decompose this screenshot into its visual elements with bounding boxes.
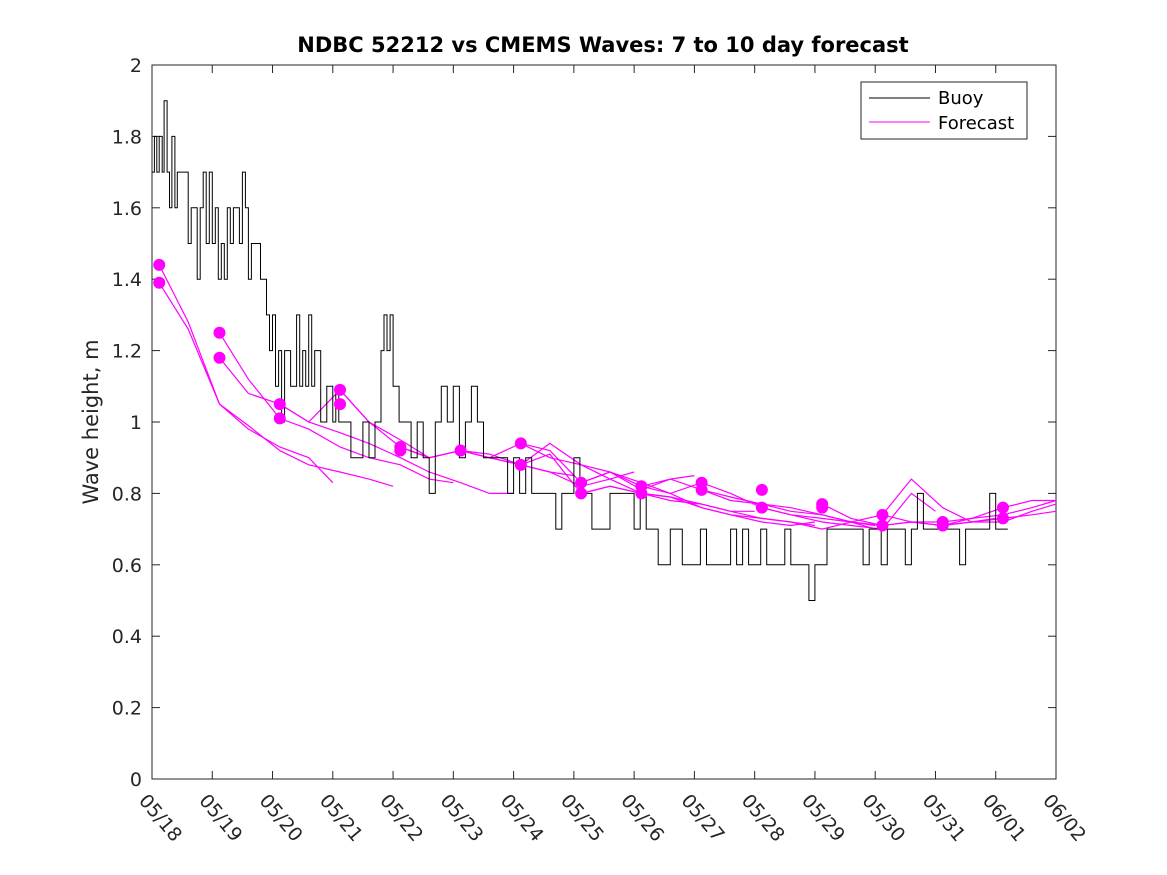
forecast-series-line	[580, 471, 876, 530]
forecast-series-line	[219, 357, 514, 494]
x-tick-label: 06/01	[978, 790, 1030, 846]
legend-box	[860, 81, 1028, 140]
forecast-marker	[273, 412, 286, 425]
axes-box	[151, 64, 1057, 780]
forecast-marker	[936, 519, 949, 532]
x-tick-label: 06/02	[1038, 790, 1090, 846]
forecast-marker	[996, 501, 1009, 514]
x-tick-label: 05/21	[315, 790, 367, 846]
x-tick-label: 05/19	[194, 790, 246, 846]
forecast-marker	[816, 501, 829, 514]
forecast-marker	[755, 483, 768, 496]
x-tick-label: 05/20	[255, 790, 307, 846]
forecast-series-line	[158, 264, 334, 484]
forecast-series-line	[400, 442, 695, 487]
forecast-marker	[575, 487, 588, 500]
forecast-marker	[876, 508, 889, 521]
x-tick-label: 05/28	[737, 790, 789, 846]
x-tick-label: 05/31	[918, 790, 970, 846]
y-tick-label: 0.2	[112, 698, 142, 720]
x-tick-label: 05/18	[134, 790, 186, 846]
x-tick-label: 05/25	[556, 790, 608, 846]
forecast-series-line	[218, 332, 454, 484]
forecast-marker	[273, 398, 286, 411]
x-tick-label: 05/29	[797, 790, 849, 846]
forecast-marker	[996, 512, 1009, 525]
forecast-marker	[635, 487, 648, 500]
x-tick-label: 05/24	[496, 790, 548, 846]
y-tick-label: 0.8	[112, 483, 142, 505]
forecast-marker	[213, 326, 226, 339]
forecast-series-line	[520, 442, 815, 527]
forecast-marker	[153, 258, 166, 271]
x-tick-label: 05/22	[375, 790, 427, 846]
forecast-series-line	[339, 389, 635, 487]
forecast-marker	[755, 501, 768, 514]
forecast-marker	[334, 383, 347, 396]
forecast-series-line	[882, 499, 1056, 523]
x-tick-label: 05/26	[616, 790, 668, 846]
x-tick-label: 05/30	[857, 790, 909, 846]
y-tick-label: 0.4	[112, 626, 142, 648]
forecast-marker	[514, 458, 527, 471]
y-tick-label: 1.6	[112, 198, 142, 220]
forecast-series-line	[460, 442, 755, 512]
y-tick-label: 1.4	[112, 269, 142, 291]
y-axis-label: Wave height, m	[79, 339, 103, 504]
y-tick-label: 0	[130, 769, 142, 791]
y-tick-label: 1.8	[112, 126, 142, 148]
legend-forecast-label: Forecast	[938, 113, 1014, 134]
x-tick-label: 05/23	[436, 790, 488, 846]
forecast-marker	[454, 444, 467, 457]
buoy-series-line	[152, 100, 1008, 601]
forecast-marker	[334, 398, 347, 411]
y-tick-label: 2	[130, 55, 142, 77]
forecast-marker	[575, 476, 588, 489]
forecast-series-line	[158, 282, 394, 487]
forecast-marker	[695, 483, 708, 496]
chart-title: NDBC 52212 vs CMEMS Waves: 7 to 10 day f…	[297, 33, 908, 57]
forecast-marker	[153, 276, 166, 289]
forecast-series-line	[520, 453, 815, 527]
forecast-marker	[514, 437, 527, 450]
forecast-marker	[876, 519, 889, 532]
forecast-series-line	[279, 389, 574, 477]
y-tick-label: 1	[130, 412, 142, 434]
forecast-series-line	[580, 485, 876, 530]
x-tick-label: 05/27	[677, 790, 729, 846]
legend: Buoy Forecast	[860, 81, 1028, 140]
forecast-marker	[213, 351, 226, 364]
forecast-marker	[394, 444, 407, 457]
y-tick-label: 0.6	[112, 555, 142, 577]
y-tick-label: 1.2	[112, 341, 142, 363]
legend-buoy-label: Buoy	[938, 88, 984, 109]
